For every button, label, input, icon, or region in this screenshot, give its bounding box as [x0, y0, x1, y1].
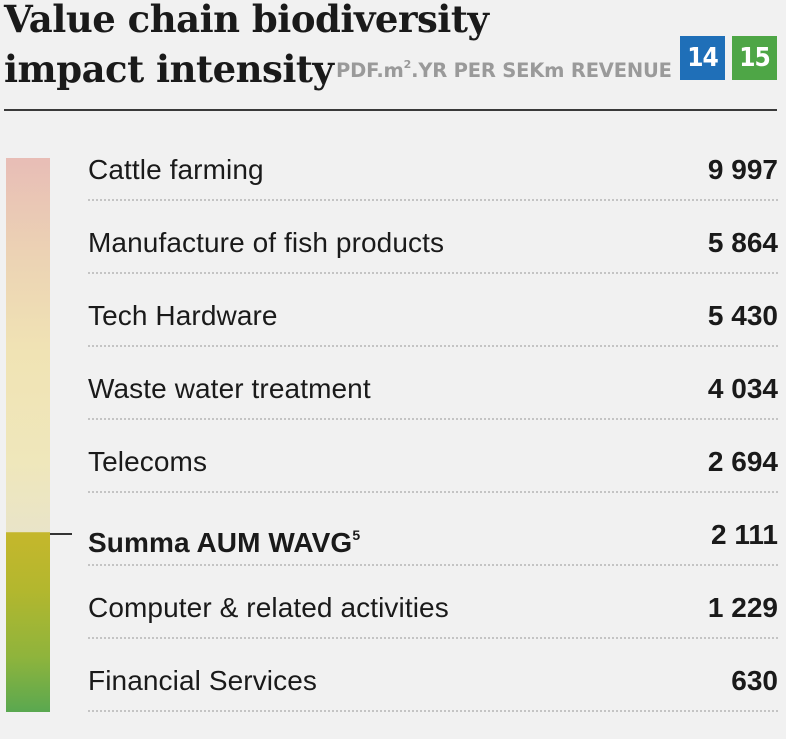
row-label-text: Manufacture of fish products [88, 227, 445, 258]
row-label-text: Cattle farming [88, 154, 264, 185]
row-label: Waste water treatment [88, 374, 371, 404]
row-divider [88, 637, 778, 639]
row-divider [88, 710, 778, 712]
row-value: 2 111 [711, 519, 778, 550]
row-label: Cattle farming [88, 155, 264, 185]
row-label-text: Waste water treatment [88, 373, 371, 404]
table-row: Manufacture of fish products 5 864 [88, 228, 778, 301]
row-divider [88, 272, 778, 274]
row-label: Computer & related activities [88, 593, 449, 623]
row-value: 5 864 [707, 227, 778, 258]
row-label-text: Tech Hardware [88, 300, 278, 331]
row-value: 2 694 [707, 446, 778, 477]
title-line-2: impact intensity [4, 47, 334, 91]
row-value: 5 430 [707, 300, 778, 331]
header-divider [4, 109, 777, 111]
table-row: Tech Hardware 5 430 [88, 301, 778, 374]
row-divider [88, 345, 778, 347]
row-value: 1 229 [707, 592, 778, 623]
row-divider [88, 491, 778, 493]
row-label-text: Telecoms [88, 446, 208, 477]
row-label: Manufacture of fish products [88, 228, 444, 258]
row-value: 9 997 [707, 154, 778, 185]
wavg-marker-line [50, 533, 72, 535]
row-label-text: Computer & related activities [88, 592, 449, 623]
row-divider [88, 199, 778, 201]
table-row: Cattle farming 9 997 [88, 155, 778, 228]
table-row: Financial Services 630 [88, 666, 778, 739]
intensity-gradient-bar [6, 158, 50, 712]
title-line-1: Value chain biodiversity [4, 0, 489, 41]
row-label: Financial Services [88, 666, 317, 696]
row-divider [88, 564, 778, 566]
footnote-marker: 5 [352, 527, 361, 543]
unit-suffix: .YR PER SEKm REVENUE [411, 59, 672, 82]
row-value: 4 034 [707, 373, 778, 404]
row-value: 630 [731, 665, 778, 696]
sdg-15-badge: 15 [732, 36, 777, 80]
table-row: Waste water treatment 4 034 [88, 374, 778, 447]
row-divider [88, 418, 778, 420]
row-label-text: Financial Services [88, 665, 317, 696]
row-label: Telecoms [88, 447, 207, 477]
unit-prefix: PDF.m [336, 59, 404, 82]
row-label: Tech Hardware [88, 301, 278, 331]
row-label-text: Summa AUM WAVG [88, 527, 353, 558]
unit-superscript: 2 [403, 58, 412, 71]
table-row: Telecoms 2 694 [88, 447, 778, 520]
table-row: Computer & related activities 1 229 [88, 593, 778, 666]
row-label: Summa AUM WAVG5 [88, 520, 360, 558]
sdg-14-badge: 14 [680, 36, 725, 80]
chart-title: Value chain biodiversity impact intensit… [4, 0, 489, 94]
table-row: Summa AUM WAVG5 2 111 [88, 520, 778, 593]
unit-label: PDF.m2.YR PER SEKm REVENUE [336, 58, 672, 82]
